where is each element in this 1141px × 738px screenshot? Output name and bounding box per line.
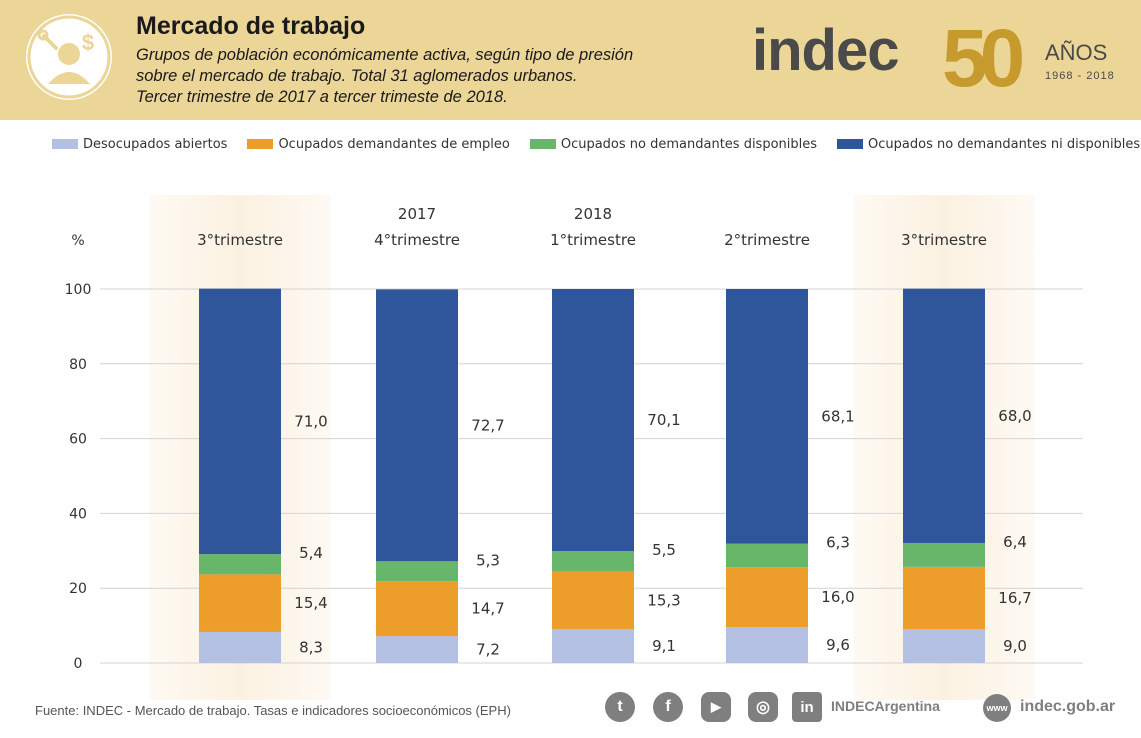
data-label: 16,7 <box>998 589 1031 607</box>
bar-segment <box>726 627 808 663</box>
x-category-label: 4°trimestre <box>374 231 460 249</box>
x-category-label: 3°trimestre <box>901 231 987 249</box>
x-year-label: 2018 <box>574 205 612 223</box>
x-category-label: 1°trimestre <box>550 231 636 249</box>
subtitle-line-1: Grupos de población económicamente activ… <box>136 46 634 64</box>
y-tick-label: 100 <box>65 282 92 298</box>
stacked-bar-chart: 0 20 40 60 80 100% 3°trimestre 4°trimestre 2017 1… <box>65 195 1083 700</box>
legend-label: Ocupados no demandantes ni disponibles <box>868 136 1141 152</box>
data-label: 71,0 <box>294 412 327 430</box>
legend-swatch <box>52 139 78 149</box>
x-category-label: 2°trimestre <box>724 231 810 249</box>
legend-label: Ocupados no demandantes disponibles <box>560 136 818 152</box>
source-note: Fuente: INDEC - Mercado de trabajo. Tasa… <box>35 703 511 718</box>
facebook-icon[interactable]: f <box>653 692 683 722</box>
data-label: 7,2 <box>476 641 500 659</box>
bar-segment <box>552 551 634 572</box>
data-label: 5,4 <box>299 544 323 562</box>
data-label: 15,3 <box>647 591 680 609</box>
data-label: 70,1 <box>647 411 680 429</box>
x-category-label: 3°trimestre <box>197 231 283 249</box>
y-tick-label: 40 <box>69 506 87 522</box>
data-label: 72,7 <box>471 416 504 434</box>
data-label: 8,3 <box>299 638 323 656</box>
svg-text:$: $ <box>82 30 94 55</box>
anos-years: 1968 - 2018 <box>1045 70 1115 82</box>
bar-segment <box>199 554 281 575</box>
data-label: 16,0 <box>821 588 854 606</box>
chart-legend: Desocupados abiertos Ocupados demandante… <box>52 134 1141 154</box>
bar-segment <box>376 289 458 562</box>
bar-segment <box>726 289 808 544</box>
data-label: 5,3 <box>476 551 500 569</box>
data-label: 9,0 <box>1003 637 1027 655</box>
youtube-icon[interactable]: ▶ <box>701 692 731 722</box>
data-label: 5,5 <box>652 541 676 559</box>
indec-logo-text: indec <box>752 18 899 83</box>
data-label: 6,4 <box>1003 533 1027 551</box>
data-label: 6,3 <box>826 534 850 552</box>
bar-segment <box>376 581 458 637</box>
data-label: 68,0 <box>998 407 1031 425</box>
anniversary-number: 50 <box>942 13 1023 96</box>
legend-item-desocupados: Desocupados abiertos <box>52 137 227 152</box>
social-handle[interactable]: INDECArgentina <box>831 698 940 714</box>
legend-label: Ocupados demandantes de empleo <box>278 136 510 152</box>
www-icon: www <box>983 694 1011 722</box>
website-link[interactable]: indec.gob.ar <box>1020 698 1116 715</box>
bar-segment <box>552 289 634 552</box>
bar-segment <box>552 628 634 663</box>
y-tick-label: 80 <box>69 357 87 373</box>
legend-swatch <box>529 139 556 149</box>
legend-label: Desocupados abiertos <box>83 136 228 152</box>
data-label: 14,7 <box>471 600 504 618</box>
y-tick-label: 60 <box>69 432 87 448</box>
data-label: 9,1 <box>652 637 676 655</box>
legend-swatch <box>247 139 274 149</box>
bar-segment <box>199 288 281 555</box>
bar-segment <box>199 574 281 632</box>
legend-swatch <box>837 139 864 149</box>
y-axis-label: % <box>71 233 84 249</box>
bar-segment <box>726 567 808 628</box>
anniversary-50-logo: 50 <box>942 13 1031 96</box>
bar-segment <box>903 542 985 567</box>
bar-segment <box>726 543 808 568</box>
legend-item-ocupados-no-dem-ni-disponibles: Ocupados no demandantes ni disponibles <box>837 137 1140 152</box>
bar-segment <box>903 629 985 663</box>
subtitle-line-2: sobre el mercado de trabajo. Total 31 ag… <box>136 67 578 85</box>
subtitle-line-3: Tercer trimestre de 2017 a tercer trimes… <box>136 88 508 106</box>
bar-segment <box>903 566 985 630</box>
legend-item-ocupados-demandantes: Ocupados demandantes de empleo <box>247 136 510 152</box>
x-year-label: 2017 <box>398 205 436 223</box>
instagram-icon[interactable]: ◎ <box>748 692 778 722</box>
labor-market-icon: $ <box>26 14 112 100</box>
data-label: 15,4 <box>294 594 327 612</box>
bar-segment <box>199 631 281 663</box>
bar-segment <box>903 288 985 543</box>
y-tick-label: 0 <box>74 656 83 672</box>
y-tick-label: 20 <box>69 581 87 597</box>
bar-segment <box>376 636 458 663</box>
data-label: 9,6 <box>826 636 850 654</box>
anos-label: AÑOS <box>1045 40 1108 65</box>
header-banner: $ Mercado de trabajo Grupos de población… <box>0 0 1141 120</box>
legend-item-ocupados-no-dem-disponibles: Ocupados no demandantes disponibles <box>529 136 818 152</box>
twitter-icon[interactable]: t <box>605 692 635 722</box>
data-label: 68,1 <box>821 407 854 425</box>
bar-segment <box>552 571 634 629</box>
page-title: Mercado de trabajo <box>136 12 366 40</box>
bar-segment <box>376 561 458 582</box>
linkedin-icon[interactable]: in <box>792 692 822 722</box>
